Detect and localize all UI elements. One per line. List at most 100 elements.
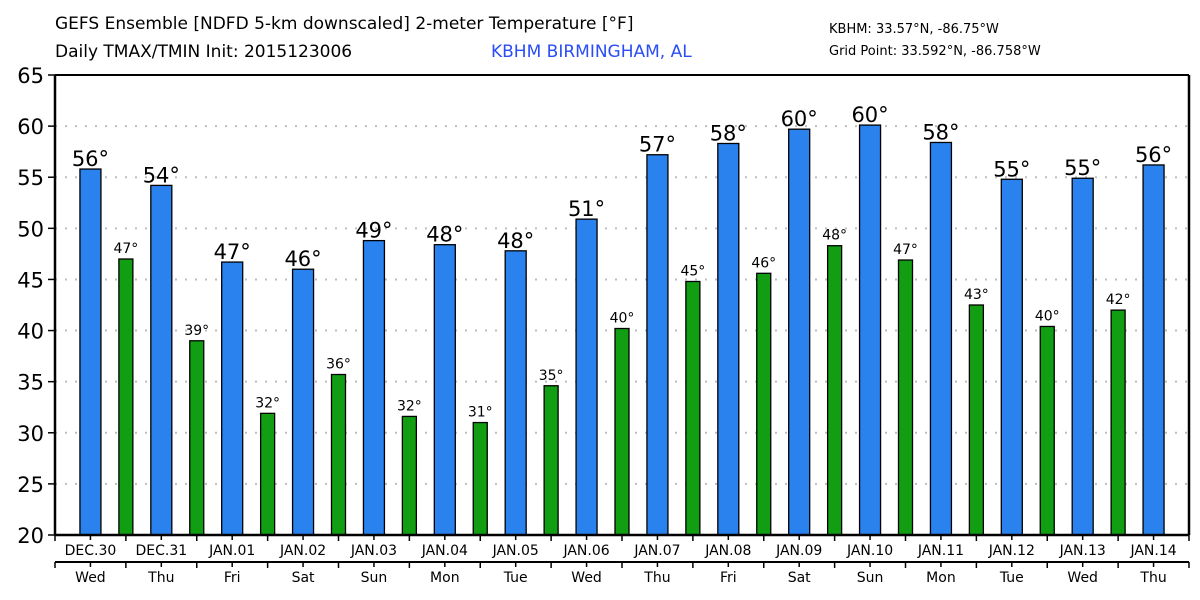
tmin-bar: [1039, 325, 1055, 536]
y-tick-label: 25: [17, 473, 44, 497]
x-date-label: JAN.05: [492, 543, 539, 559]
y-tick-label: 20: [17, 524, 44, 548]
x-weekday-label: Sun: [361, 570, 388, 586]
tmax-label: 56°: [72, 147, 109, 171]
bars: [79, 124, 1165, 536]
x-weekday-label: Mon: [926, 570, 956, 586]
x-date-label: DEC.31: [135, 543, 187, 559]
y-tick-label: 50: [17, 217, 44, 241]
tmin-label: 40°: [610, 311, 635, 327]
x-weekday-label: Thu: [147, 570, 174, 586]
tmax-bar: [362, 239, 386, 536]
x-date-label: JAN.04: [421, 543, 468, 559]
x-weekday-label: Sat: [788, 570, 811, 586]
x-weekday-label: Thu: [643, 570, 670, 586]
tmin-bar: [543, 385, 559, 536]
y-tick-label: 65: [17, 64, 44, 88]
tmin-bar: [401, 415, 418, 536]
x-date-label: JAN.03: [350, 543, 397, 559]
x-weekday-label: Mon: [430, 570, 460, 586]
x-date-label: JAN.12: [988, 543, 1035, 559]
tmax-label: 58°: [710, 121, 747, 145]
tmax-bar: [1000, 178, 1023, 536]
x-weekday-label: Thu: [1139, 570, 1166, 586]
x-date-label: JAN.11: [917, 543, 964, 559]
y-tick-label: 45: [17, 268, 44, 292]
tmin-bar: [189, 340, 205, 536]
tmax-bar: [291, 268, 315, 536]
tmin-bar: [614, 327, 630, 536]
tmax-bar: [717, 142, 740, 536]
tmax-label: 58°: [922, 120, 959, 144]
tmin-label: 36°: [326, 357, 351, 373]
tmax-bar: [788, 128, 811, 536]
axes: 20 25 30 35 40 45 50 55 60 65 DEC.30 Wed DEC.31 Thu JA…: [17, 64, 1191, 586]
tmax-bar: [646, 154, 669, 536]
x-weekday-label: Sat: [292, 570, 315, 586]
x-date-label: JAN.09: [775, 543, 822, 559]
y-tick-label: 40: [17, 320, 44, 344]
tmax-bar: [504, 250, 527, 536]
tmin-label: 35°: [539, 368, 564, 384]
tmax-label: 60°: [781, 107, 818, 131]
tmin-label: 40°: [1035, 308, 1060, 324]
station-coordinates: KBHM: 33.57°N, -86.75°W: [829, 22, 999, 37]
tmax-bar: [221, 261, 244, 536]
x-date-label: JAN.13: [1059, 543, 1106, 559]
tmax-label: 56°: [1135, 143, 1172, 167]
x-date-label: JAN.10: [846, 543, 893, 559]
x-date-label: JAN.14: [1129, 543, 1176, 559]
x-date-label: JAN.01: [208, 543, 255, 559]
x-date-label: JAN.06: [562, 543, 609, 559]
chart-subtitle: Daily TMAX/TMIN Init: 2015123006: [55, 42, 353, 62]
x-weekday-label: Wed: [1067, 570, 1098, 586]
x-weekday-label: Tue: [503, 570, 528, 586]
tmin-label: 32°: [255, 395, 280, 411]
tmin-bar: [1110, 309, 1126, 536]
tmax-label: 57°: [639, 133, 676, 157]
tmax-bar: [79, 168, 102, 536]
x-weekday-label: Tue: [999, 570, 1024, 586]
data-labels: 56° 54° 47° 46° 49° 48° 48° 51° 57° 58° 60° 60° 58° 5…: [72, 103, 1172, 420]
tmax-bar: [150, 184, 173, 536]
tmin-label: 31°: [468, 405, 493, 421]
tmax-bar: [575, 218, 598, 536]
x-weekday-label: Fri: [720, 570, 737, 586]
tmin-label: 45°: [680, 263, 705, 279]
tmin-label: 42°: [1106, 292, 1131, 308]
tmax-label: 48°: [497, 229, 534, 253]
x-weekday-label: Wed: [571, 570, 602, 586]
y-tick-label: 55: [17, 166, 44, 190]
tmax-bar: [433, 244, 456, 536]
x-date-label: DEC.30: [65, 543, 117, 559]
tmin-bar: [330, 373, 347, 536]
tmax-label: 60°: [851, 103, 888, 127]
x-weekday-label: Sun: [857, 570, 884, 586]
tmax-bar: [929, 141, 953, 536]
tmax-label: 55°: [993, 157, 1030, 181]
tmin-label: 47°: [893, 242, 918, 258]
tmin-bar: [685, 280, 701, 536]
grid-point-coordinates: Grid Point: 33.592°N, -86.758°W: [829, 44, 1041, 59]
x-weekday-label: Fri: [224, 570, 241, 586]
x-date-label: JAN.08: [704, 543, 751, 559]
tmin-label: 46°: [751, 255, 776, 271]
chart-title: GEFS Ensemble [NDFD 5-km downscaled] 2-m…: [55, 14, 634, 34]
x-date-label: JAN.07: [633, 543, 680, 559]
tmin-bar: [259, 412, 276, 536]
tmin-bar: [472, 421, 488, 536]
tmax-label: 51°: [568, 197, 605, 221]
y-tick-label: 35: [17, 371, 44, 395]
tmin-label: 48°: [822, 228, 847, 244]
tmin-label: 43°: [964, 287, 989, 303]
tmin-label: 32°: [397, 398, 422, 414]
tmin-label: 39°: [184, 323, 209, 339]
tmax-label: 48°: [426, 223, 463, 247]
tmin-label: 47°: [113, 241, 138, 257]
tmax-bar: [1142, 164, 1165, 536]
tmax-label: 55°: [1064, 156, 1101, 180]
y-tick-label: 60: [17, 115, 44, 139]
tmin-bar: [118, 258, 134, 536]
tmax-bar: [1071, 177, 1094, 536]
tmin-bar: [968, 304, 985, 536]
